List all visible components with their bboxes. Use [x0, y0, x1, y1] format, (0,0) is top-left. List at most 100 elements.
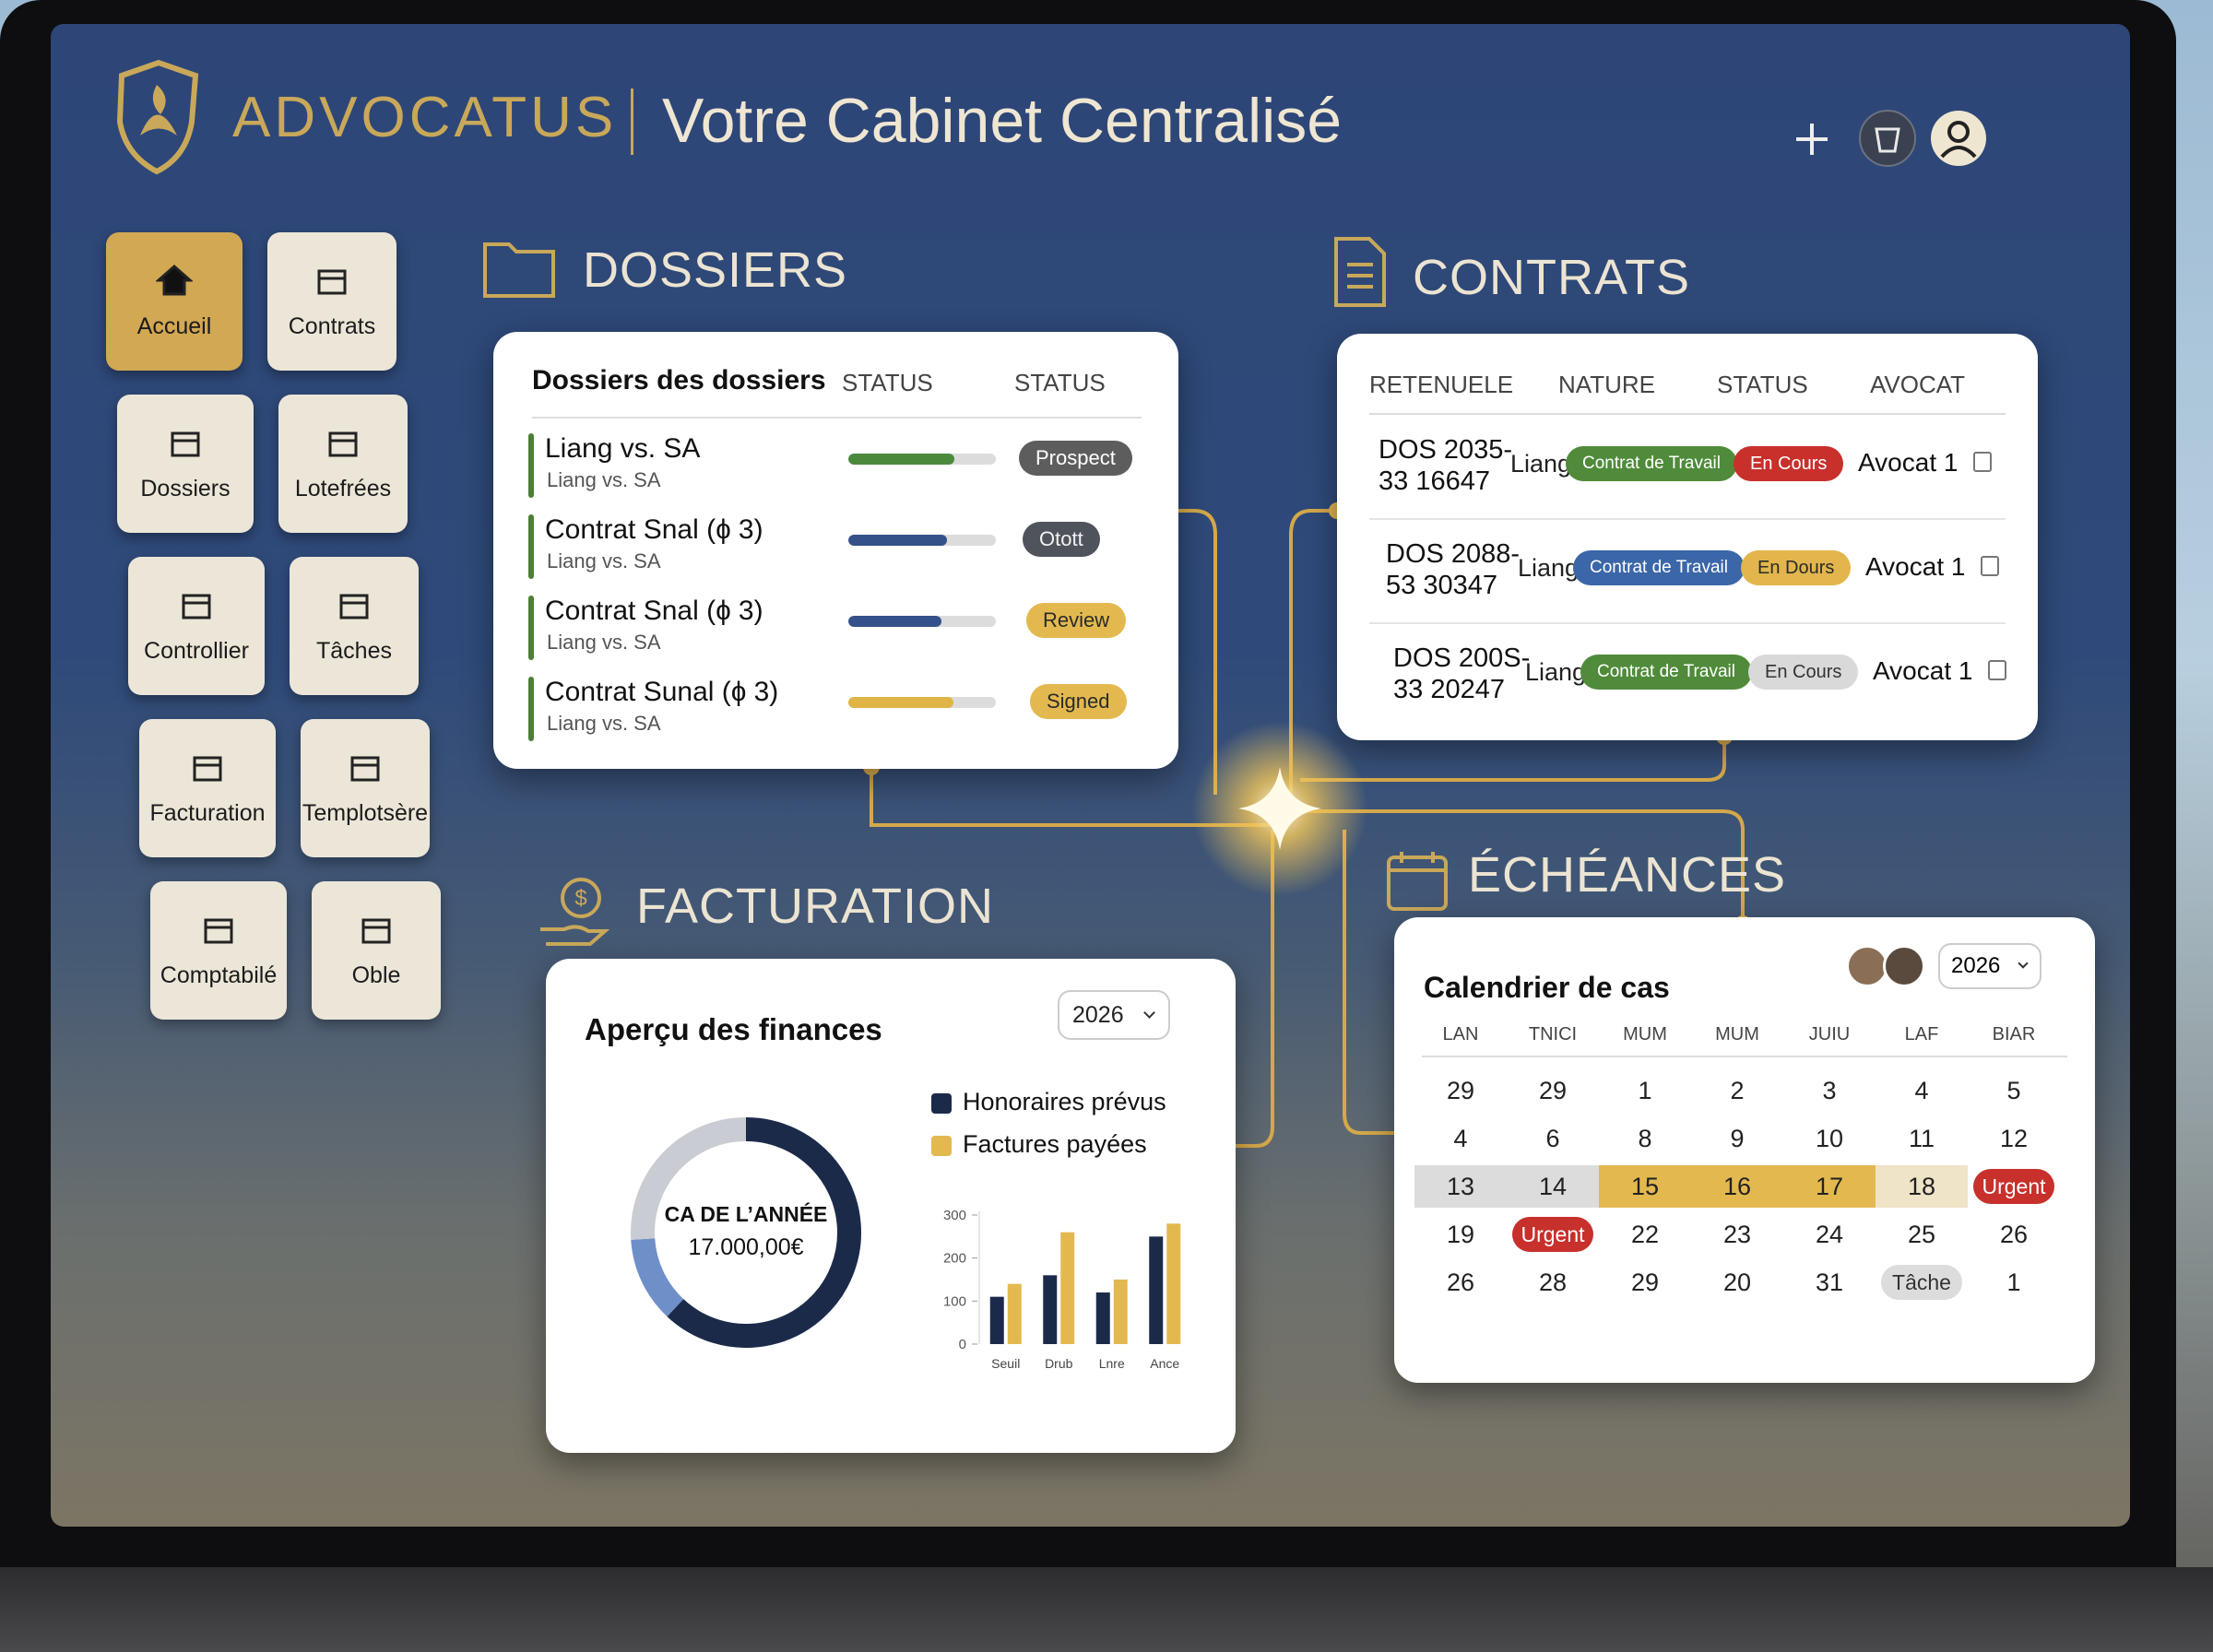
nav-button[interactable]: Controllier	[128, 557, 265, 695]
day-range[interactable]: 13	[1414, 1165, 1507, 1208]
bar	[1060, 1232, 1075, 1344]
day-range[interactable]: 17	[1783, 1165, 1876, 1208]
nav-icon	[193, 756, 222, 782]
event-badge[interactable]: Urgent	[1973, 1169, 2054, 1204]
status-badge: En Cours	[1734, 446, 1844, 481]
day[interactable]: 24	[1815, 1221, 1844, 1248]
day-range[interactable]: 14	[1507, 1165, 1599, 1208]
nav-button[interactable]: Facturation	[139, 719, 276, 857]
progress-track	[848, 454, 996, 465]
nav-icon-shape	[182, 594, 211, 620]
day[interactable]: 20	[1722, 1268, 1752, 1296]
event-badge[interactable]: Urgent	[1512, 1217, 1593, 1252]
day[interactable]: 28	[1538, 1268, 1568, 1296]
avatar[interactable]	[1883, 945, 1925, 987]
billing-icon: $	[540, 878, 610, 946]
nav-button[interactable]: Tâches	[290, 557, 419, 695]
nav-button[interactable]: Lotefrées	[278, 395, 408, 533]
day-range[interactable]: 16	[1691, 1165, 1783, 1208]
progress-fill	[848, 535, 948, 546]
nav-label: Lotefrées	[294, 476, 392, 502]
nav-button[interactable]: Contrats	[267, 232, 396, 371]
dossier-name: Liang vs. SA	[545, 433, 701, 464]
nav-button[interactable]: Accueil	[106, 232, 243, 371]
nav-button[interactable]: Dossiers	[117, 395, 254, 533]
day[interactable]: 29	[1538, 1077, 1568, 1104]
legend-swatch	[931, 1136, 952, 1156]
day-range[interactable]: 15	[1599, 1165, 1691, 1208]
nature-badge: Contrat de Travail	[1573, 550, 1745, 585]
day[interactable]: 3	[1822, 1077, 1837, 1104]
status-badge: Review	[1026, 603, 1127, 638]
weekday: MUM	[1715, 1024, 1759, 1044]
nav-icon	[361, 918, 391, 944]
nav-icon	[171, 431, 200, 457]
day[interactable]: 1	[1638, 1077, 1652, 1104]
day[interactable]: 29	[1446, 1077, 1475, 1104]
day[interactable]: 31	[1815, 1268, 1844, 1296]
contract-ref: DOS 200S-	[1393, 643, 1531, 673]
day[interactable]: 22	[1630, 1221, 1660, 1248]
nav-label: Oble	[351, 962, 401, 988]
add-button[interactable]	[1789, 116, 1835, 162]
day[interactable]: 12	[1999, 1125, 2029, 1152]
user-avatar[interactable]	[1929, 109, 1988, 168]
row-accent	[528, 677, 534, 741]
donut-segment	[667, 1117, 861, 1348]
finance-card: Aperçu des finances 2026 CA DE L’ANNÉE 17.0…	[546, 959, 1236, 1453]
org-avatar[interactable]	[1858, 109, 1917, 168]
day: 15	[1630, 1173, 1660, 1200]
day[interactable]: 19	[1446, 1221, 1475, 1248]
nav-icon-shape	[193, 756, 222, 782]
column-header: STATUS	[1014, 369, 1106, 396]
day[interactable]: 29	[1630, 1268, 1660, 1296]
calendar-glyph[interactable]	[1981, 556, 1999, 576]
row-accent	[528, 596, 534, 660]
nav-button[interactable]: Templotsère	[301, 719, 430, 857]
nav-icon-shape	[339, 594, 369, 620]
year-select[interactable]: 2026	[1938, 943, 2041, 989]
calendar-glyph[interactable]	[1988, 660, 2006, 680]
nav-button[interactable]: Comptabilé	[150, 881, 287, 1020]
day[interactable]: 6	[1545, 1125, 1560, 1152]
day[interactable]: 2	[1730, 1077, 1745, 1104]
bar	[989, 1296, 1004, 1344]
day[interactable]: 11	[1908, 1125, 1935, 1152]
day[interactable]: 26	[1999, 1221, 2029, 1248]
x-tick-label: Ance	[1150, 1356, 1179, 1371]
nav-button[interactable]: Oble	[312, 881, 441, 1020]
nav-icon	[350, 756, 380, 782]
brand: ADVOCATUS	[232, 86, 618, 149]
year-value: 2026	[1072, 1002, 1124, 1028]
nav-label: Accueil	[136, 313, 212, 339]
day[interactable]: 23	[1722, 1221, 1752, 1248]
avatar[interactable]	[1846, 945, 1888, 987]
day[interactable]: 8	[1638, 1125, 1652, 1152]
day[interactable]: 4	[1453, 1125, 1468, 1152]
donut-chart: CA DE L’ANNÉE 17.000,00€	[631, 1117, 861, 1348]
day[interactable]: 1	[2006, 1268, 2021, 1296]
donut-segment	[631, 1117, 747, 1240]
year-value: 2026	[1951, 953, 2001, 978]
day: 13	[1446, 1173, 1475, 1200]
day[interactable]: 10	[1815, 1125, 1844, 1152]
day[interactable]: 4	[1914, 1077, 1929, 1104]
nav-icon-shape	[361, 918, 391, 944]
event-badge[interactable]: Tâche	[1881, 1265, 1962, 1300]
year-select[interactable]: 2026	[1058, 990, 1170, 1040]
nav-label: Templotsère	[302, 800, 429, 826]
legend-swatch	[931, 1093, 952, 1114]
day[interactable]: 5	[2006, 1077, 2021, 1104]
day[interactable]: 25	[1907, 1221, 1936, 1248]
contract-lawyer: Avocat 1	[1865, 552, 1966, 581]
calendar-glyph[interactable]	[1973, 452, 1992, 472]
day-range[interactable]: 18	[1876, 1165, 1968, 1208]
column-header: AVOCAT	[1870, 371, 1966, 398]
y-tick-label: 0	[959, 1337, 966, 1352]
y-tick-label: 200	[943, 1251, 966, 1267]
day[interactable]: 9	[1730, 1125, 1745, 1152]
day[interactable]: 26	[1446, 1268, 1475, 1296]
progress-track	[848, 697, 996, 708]
x-tick-label: Seuil	[991, 1356, 1020, 1371]
status-badge: En Dours	[1741, 550, 1852, 585]
